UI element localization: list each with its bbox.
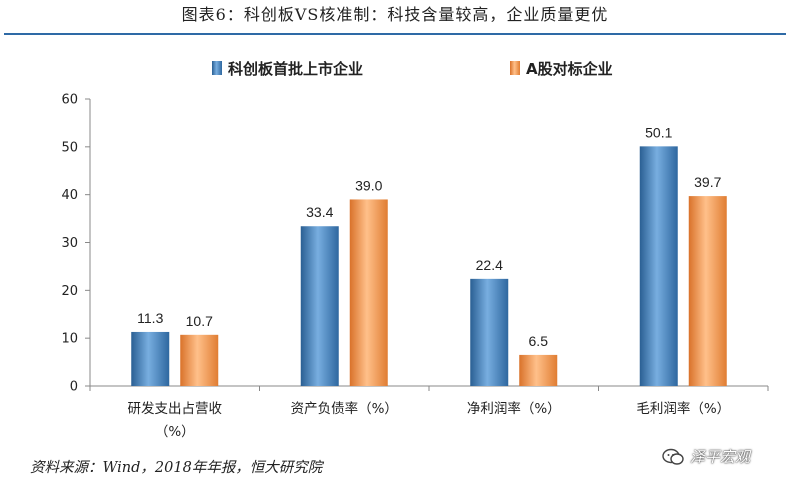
y-tick-label: 0 <box>70 380 78 395</box>
legend-swatch-b <box>510 61 520 75</box>
watermark-text: 泽平宏观 <box>690 448 751 466</box>
y-tick-label: 10 <box>61 332 78 347</box>
x-category-label: 研发支出占营收 <box>128 401 223 417</box>
bar-series-a <box>639 146 678 386</box>
data-label: 11.3 <box>137 310 163 326</box>
value-labels: 11.3 33.4 22.4 50.1 10.7 39.0 6.5 39.7 <box>137 124 721 349</box>
data-label: 22.4 <box>476 257 503 273</box>
y-tick-label: 50 <box>61 140 78 155</box>
x-category-label: 净利润率（%） <box>467 400 561 417</box>
watermark: 泽平宏观 <box>662 446 750 467</box>
bar-series-a <box>300 226 339 386</box>
x-category-label: 毛利润率（%） <box>636 400 730 417</box>
y-tick-label: 20 <box>61 284 78 299</box>
y-tick-label: 60 <box>61 93 78 108</box>
chart-title: 图表6：科创板VS核准制：科技含量较高，企业质量更优 <box>181 5 609 24</box>
data-label: 6.5 <box>529 333 549 349</box>
source-note: 资料来源：Wind，2018年年报，恒大研究院 <box>30 460 323 476</box>
axes: 0 10 20 30 40 50 60 研发支出占营收 （%） 资产负债率（%） 净利润率（%） 毛利… <box>61 93 769 440</box>
legend: 科创板首批上市企业 A股对标企业 <box>212 60 613 78</box>
data-label: 10.7 <box>186 313 213 329</box>
legend-label: A股对标企业 <box>526 60 613 78</box>
bars <box>131 146 727 386</box>
y-tick-label: 40 <box>61 188 78 203</box>
data-label: 39.7 <box>694 174 721 190</box>
bar-series-a <box>131 331 170 386</box>
bar-series-b <box>349 199 388 386</box>
legend-label: 科创板首批上市企业 <box>228 60 363 78</box>
data-label: 33.4 <box>306 204 333 220</box>
bar-series-b <box>688 196 727 386</box>
legend-swatch-a <box>212 61 222 75</box>
data-label: 50.1 <box>645 124 672 140</box>
y-tick-label: 30 <box>61 236 78 251</box>
x-category-label: 资产负债率（%） <box>291 400 398 417</box>
bar-series-a <box>470 278 509 386</box>
bar-series-b <box>180 334 219 386</box>
data-label: 39.0 <box>355 177 382 193</box>
bar-series-b <box>519 354 558 386</box>
wechat-icon <box>662 448 684 465</box>
title-underline <box>4 33 786 35</box>
x-category-label: （%） <box>155 424 195 440</box>
